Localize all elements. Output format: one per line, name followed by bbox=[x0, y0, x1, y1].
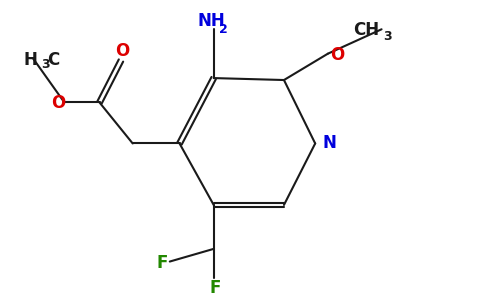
Text: O: O bbox=[51, 94, 65, 112]
Text: NH: NH bbox=[198, 12, 226, 30]
Text: C: C bbox=[47, 50, 59, 68]
Text: F: F bbox=[156, 254, 168, 272]
Text: F: F bbox=[210, 279, 221, 297]
Text: 3: 3 bbox=[383, 30, 392, 43]
Text: O: O bbox=[115, 41, 129, 59]
Text: 2: 2 bbox=[219, 23, 228, 36]
Text: 3: 3 bbox=[41, 58, 49, 71]
Text: H: H bbox=[23, 50, 37, 68]
Text: O: O bbox=[330, 46, 344, 64]
Text: CH: CH bbox=[353, 21, 379, 39]
Text: N: N bbox=[322, 134, 336, 152]
